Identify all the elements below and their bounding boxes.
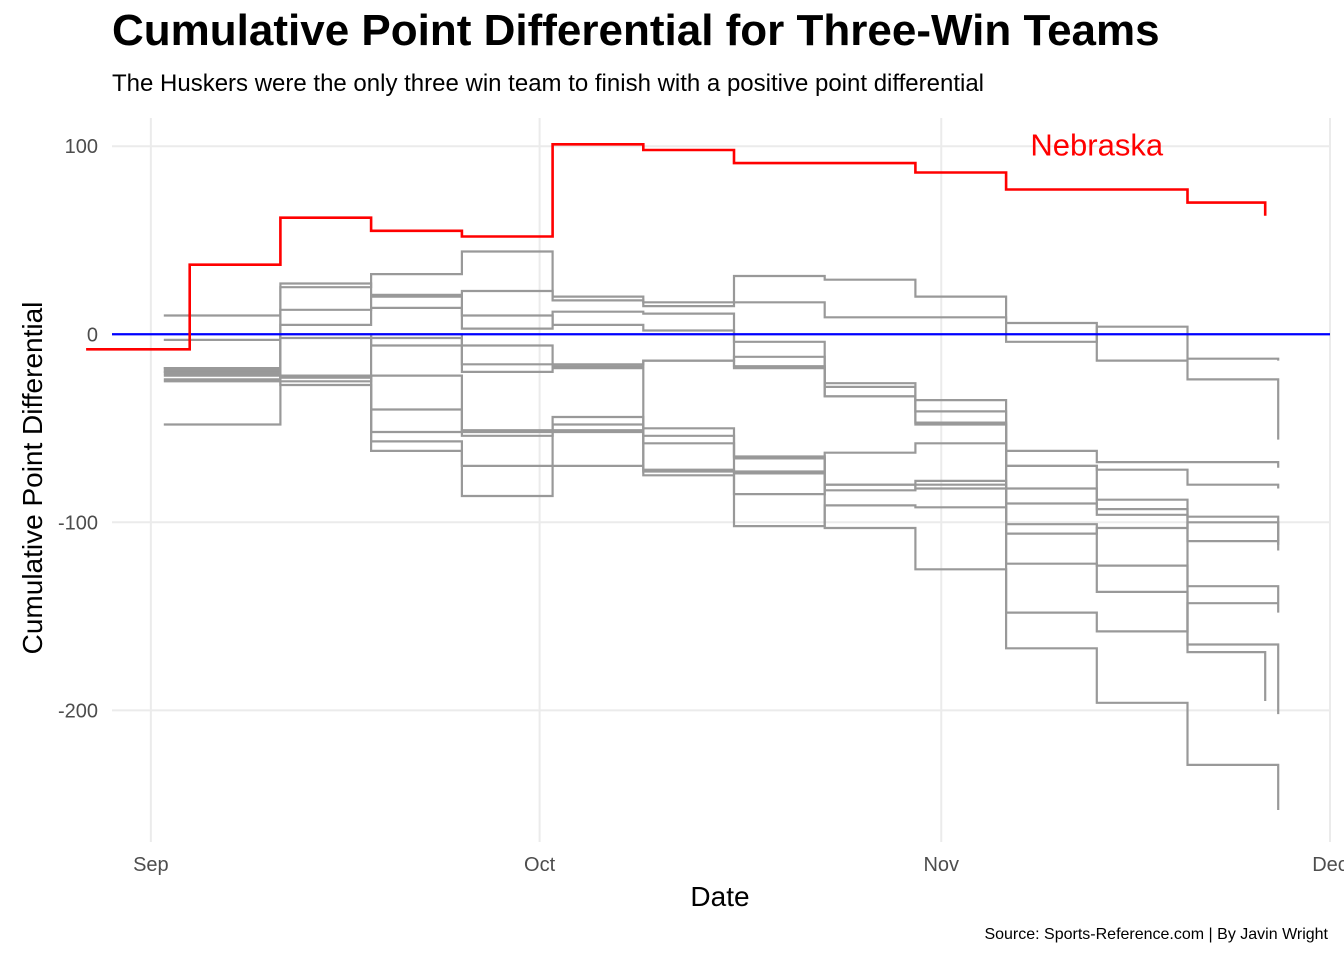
team-line-8: [163, 368, 1280, 613]
source-caption: Source: Sports-Reference.com | By Javin …: [984, 926, 1328, 943]
team-line-1: [163, 250, 1280, 440]
y-tick-label: 100: [65, 136, 98, 158]
y-axis-tick-labels: 100 0 -100 -200: [58, 136, 98, 722]
x-axis-tick-labels: Sep Oct Nov Dec: [133, 854, 1344, 876]
x-tick-label: Nov: [923, 854, 959, 876]
y-tick-label: 0: [87, 324, 98, 346]
team-line-9: [163, 378, 1279, 633]
nebraska-label: Nebraska: [1030, 128, 1163, 163]
chart-title: Cumulative Point Differential for Three-…: [112, 6, 1160, 55]
nebraska-series: Nebraska: [86, 128, 1267, 351]
team-line-2: [163, 282, 1280, 426]
y-tick-label: -200: [58, 700, 98, 722]
x-axis-title: Date: [690, 881, 749, 912]
team-line-7: [163, 333, 1280, 545]
team-line-4: [163, 336, 1280, 489]
y-axis-title: Cumulative Point Differential: [17, 302, 48, 655]
grid-lines: [112, 118, 1331, 842]
team-line-11: [163, 372, 1267, 701]
x-tick-label: Sep: [133, 854, 169, 876]
chart-subtitle: The Huskers were the only three win team…: [112, 70, 984, 97]
team-line-12: [163, 367, 1280, 715]
x-tick-label: Dec: [1312, 854, 1344, 876]
nebraska-line: [86, 143, 1267, 351]
y-tick-label: -100: [58, 512, 98, 534]
team-line-10: [163, 374, 1280, 810]
x-tick-label: Oct: [524, 854, 556, 876]
